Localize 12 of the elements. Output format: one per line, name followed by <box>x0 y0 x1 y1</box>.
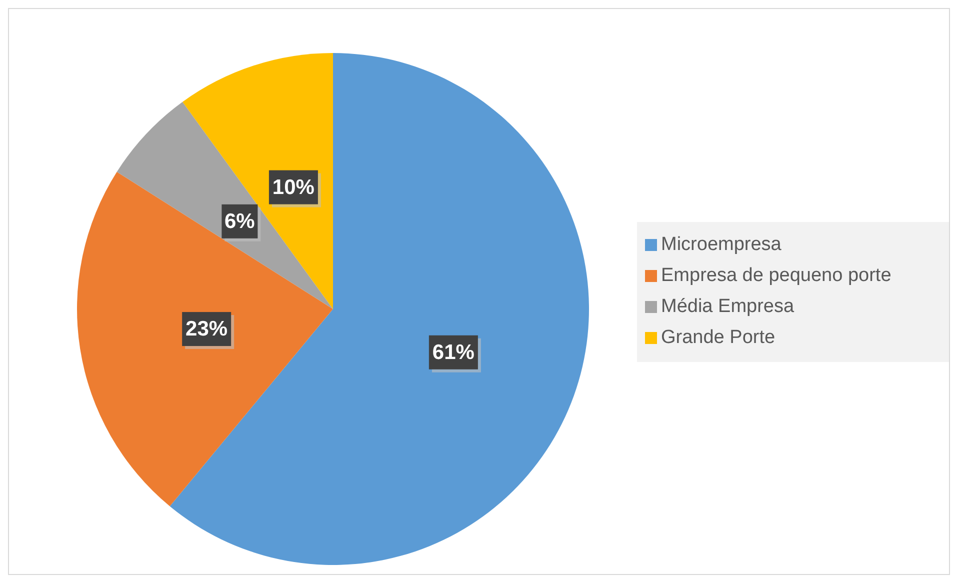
legend-label: Empresa de pequeno porte <box>661 264 892 286</box>
legend-label: Média Empresa <box>661 296 794 316</box>
data-label: 61% <box>432 340 475 364</box>
legend-label: Microempresa <box>661 234 782 254</box>
legend-label: Grande Porte <box>661 326 776 348</box>
data-label: 10% <box>272 176 315 199</box>
pie-slice <box>170 53 589 565</box>
pie-slice <box>116 102 333 309</box>
pie-slice <box>182 53 333 309</box>
data-label: 23% <box>186 318 228 341</box>
pie-slice <box>77 172 333 506</box>
data-label: 6% <box>224 210 256 233</box>
